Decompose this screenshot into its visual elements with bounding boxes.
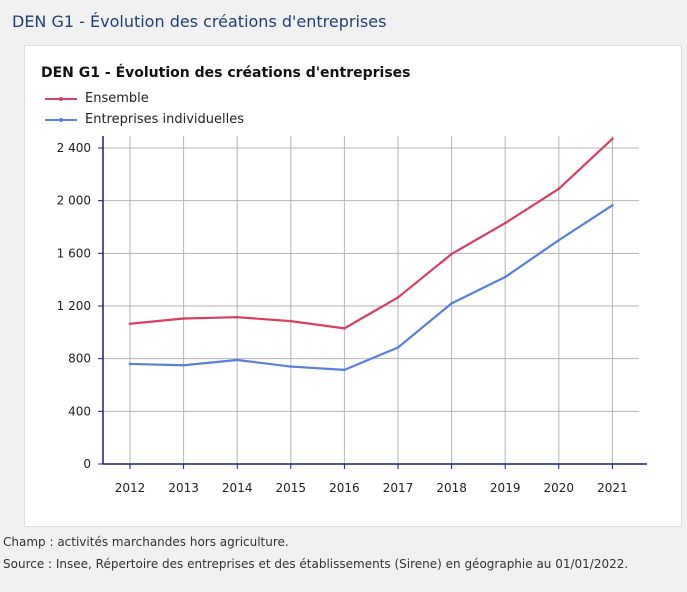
x-tick-label-2020: 2020 — [544, 481, 575, 495]
legend-label-individuelles: Entreprises individuelles — [85, 112, 244, 127]
x-tick-label-2016: 2016 — [329, 481, 360, 495]
data-point-individuelles-2020 — [557, 238, 561, 242]
data-point-individuelles-2014 — [235, 358, 239, 362]
x-tick-label-2014: 2014 — [222, 481, 253, 495]
data-point-individuelles-2021 — [611, 203, 614, 207]
data-point-individuelles-2015 — [289, 365, 293, 368]
line-chart: 0 400 800 1 200 1 600 2 000 2 400 2012 2013 2014 2… — [57, 136, 647, 495]
footnote-source: Source : Insee, Répertoire des entrepris… — [3, 557, 629, 571]
data-point-ensemble-2012 — [128, 322, 132, 326]
data-point-ensemble-2017 — [396, 296, 400, 299]
data-point-individuelles-2019 — [503, 275, 507, 279]
x-tick-label-2013: 2013 — [168, 481, 199, 495]
y-tick-label: 800 — [68, 352, 91, 366]
data-point-individuelles-2017 — [396, 346, 400, 349]
x-tick-label-2017: 2017 — [383, 481, 414, 495]
x-tick-label-2012: 2012 — [115, 481, 146, 495]
data-point-ensemble-2020 — [557, 187, 561, 191]
data-point-ensemble-2018 — [450, 252, 453, 256]
x-tick-label-2021: 2021 — [597, 481, 628, 495]
data-point-ensemble-2021 — [611, 137, 614, 141]
legend-item-ensemble[interactable]: Ensemble — [45, 88, 244, 109]
x-tick-label-2019: 2019 — [490, 481, 521, 495]
x-tick-label-2018: 2018 — [436, 481, 467, 495]
chart-title: DEN G1 - Évolution des créations d'entre… — [41, 65, 411, 81]
legend-item-individuelles[interactable]: Entreprises individuelles — [45, 109, 244, 130]
legend-swatch-ensemble — [45, 96, 77, 101]
y-tick-label: 1 600 — [57, 246, 91, 260]
data-point-ensemble-2016 — [343, 327, 346, 330]
data-point-individuelles-2018 — [450, 302, 453, 305]
y-tick-label: 1 200 — [57, 299, 91, 313]
page-title: DEN G1 - Évolution des créations d'entre… — [12, 12, 387, 31]
data-point-individuelles-2013 — [182, 363, 185, 367]
y-tick-label: 0 — [83, 457, 91, 471]
series-line-ensemble — [128, 137, 614, 330]
y-tick-label: 2 400 — [57, 141, 91, 155]
footnote-champ: Champ : activités marchandes hors agricu… — [3, 535, 289, 549]
data-point-ensemble-2013 — [182, 317, 185, 320]
data-point-individuelles-2016 — [343, 368, 346, 372]
data-point-ensemble-2015 — [289, 319, 293, 323]
legend: Ensemble Entreprises individuelles — [45, 88, 244, 130]
data-point-ensemble-2019 — [503, 221, 507, 225]
x-tick-label-2015: 2015 — [276, 481, 307, 495]
y-tick-label: 2 000 — [57, 194, 91, 208]
data-point-individuelles-2012 — [128, 362, 132, 366]
footnotes: Champ : activités marchandes hors agricu… — [3, 535, 628, 579]
legend-label-ensemble: Ensemble — [85, 91, 149, 106]
series-line-individuelles — [128, 204, 614, 371]
chart-card: DEN G1 - Évolution des créations d'entre… — [24, 45, 682, 527]
y-tick-label: 400 — [68, 404, 91, 418]
data-point-ensemble-2014 — [235, 315, 239, 319]
legend-swatch-individuelles — [45, 117, 77, 122]
